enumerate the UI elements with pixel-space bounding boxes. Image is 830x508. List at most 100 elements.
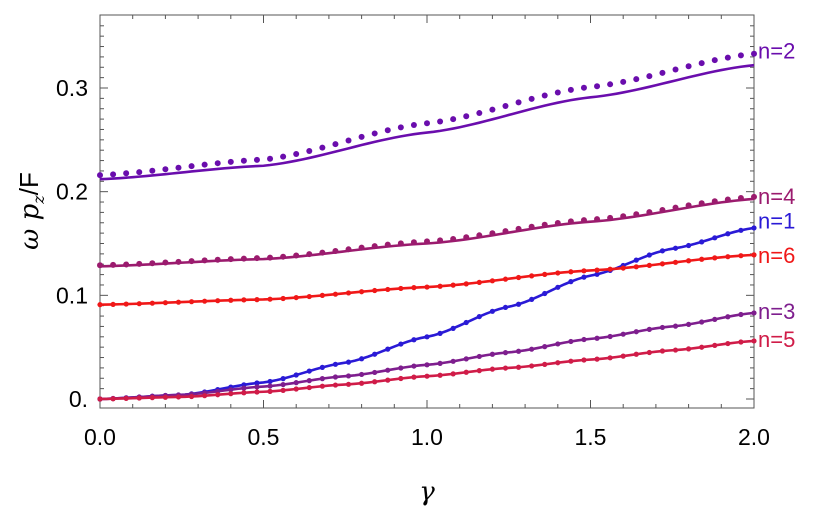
series-point [372, 287, 378, 294]
series-point [581, 357, 587, 363]
series-point [555, 284, 561, 290]
series-point [529, 363, 535, 369]
series-point [215, 392, 221, 398]
series-point [345, 359, 352, 365]
series-point [725, 231, 731, 237]
series-point [424, 284, 430, 290]
series-point [110, 301, 116, 308]
series-point [580, 84, 587, 91]
series-point [306, 251, 313, 258]
series-point [253, 156, 260, 163]
series-point [502, 304, 509, 311]
series-point [398, 285, 404, 292]
series-point [646, 209, 653, 216]
series-point [672, 259, 679, 265]
series-point [737, 194, 744, 201]
series-point [489, 230, 496, 237]
series-point [620, 213, 627, 220]
series-point [424, 334, 430, 340]
series-point [280, 153, 287, 160]
series-point [358, 133, 365, 140]
series-point [201, 257, 208, 264]
series-point [541, 221, 548, 228]
series-point [228, 297, 234, 303]
x-tick-label: 1.5 [575, 424, 607, 450]
series-point [240, 255, 247, 262]
series-point [359, 289, 365, 295]
series-point [502, 350, 509, 356]
series-point [175, 164, 182, 171]
series-point [620, 265, 626, 271]
y-axis-label-sub: z [29, 195, 48, 205]
series-point [463, 281, 469, 287]
series-line [99, 63, 755, 181]
series-point [385, 286, 391, 293]
series-point [633, 257, 639, 263]
series-point [358, 244, 365, 251]
series-point [228, 387, 234, 393]
y-tick-label: 0. [69, 386, 88, 412]
series-point [410, 239, 417, 246]
series-point [725, 254, 731, 260]
series-point [149, 395, 155, 401]
series-point [659, 261, 666, 267]
series-point [542, 344, 548, 350]
series-point [685, 63, 692, 70]
series-point [202, 393, 208, 399]
series-point [672, 204, 679, 211]
series-point [568, 279, 574, 285]
series-point [398, 341, 404, 347]
series-point [228, 391, 234, 397]
series-point [594, 335, 600, 341]
series-point [463, 369, 469, 375]
series-point [345, 290, 352, 296]
series-point [227, 256, 234, 263]
series-point [398, 375, 404, 382]
series-label: n=5 [758, 327, 795, 352]
series-point [332, 291, 339, 297]
series-point [293, 252, 300, 259]
series-point [699, 239, 705, 245]
y-axis-label-main: ω p [15, 203, 45, 249]
series-line [99, 197, 755, 268]
series-point [515, 99, 522, 106]
series-point [699, 256, 705, 262]
series-label: n=6 [758, 243, 795, 268]
series-point [280, 376, 286, 382]
series-point [502, 276, 509, 282]
series-point [319, 249, 326, 256]
series-point [385, 346, 391, 352]
series-point [724, 196, 731, 203]
series-point [529, 296, 535, 303]
series-point [581, 274, 587, 280]
series-point [202, 298, 208, 304]
series-point [646, 262, 652, 268]
series-line [99, 311, 755, 401]
series-point [332, 141, 339, 148]
series-line [99, 339, 755, 401]
series-point [450, 282, 456, 288]
series-point [633, 351, 639, 357]
series-point [319, 376, 325, 382]
series-point [149, 300, 155, 306]
series-point [515, 348, 522, 354]
series-point [463, 356, 469, 362]
series-label: n=1 [758, 209, 795, 234]
y-tick-label: 0.1 [56, 282, 88, 308]
series-point [737, 52, 744, 59]
series-point [528, 95, 535, 102]
series-point [489, 278, 495, 284]
x-tick-label: 0.0 [84, 424, 116, 450]
series-point [607, 355, 613, 361]
series-point [214, 160, 221, 167]
series-point [188, 393, 195, 400]
series-point [372, 379, 378, 385]
series-point [267, 388, 273, 394]
series-point [672, 245, 679, 251]
series-point [529, 346, 535, 352]
series-point [450, 325, 456, 331]
series-point [659, 324, 666, 331]
series-point [542, 290, 548, 297]
series-point [293, 386, 299, 392]
series-point [580, 217, 587, 224]
